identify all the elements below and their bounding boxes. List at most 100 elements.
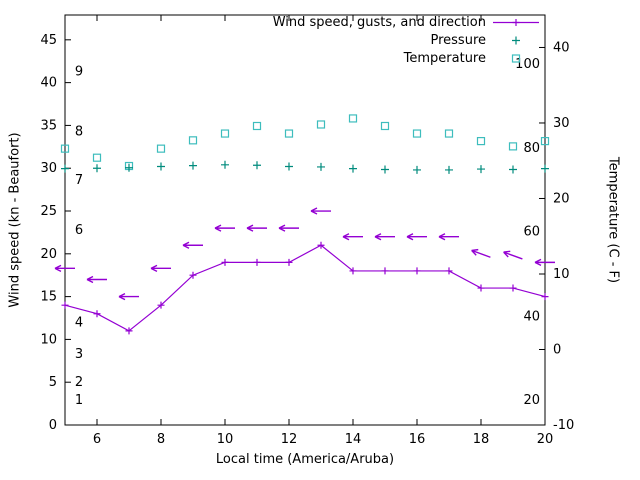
gust-direction-arrow xyxy=(54,264,75,272)
temperature-marker xyxy=(284,129,294,138)
temperature-marker xyxy=(156,144,166,153)
wind-point-marker xyxy=(285,258,293,266)
beaufort-scale-label: 6 xyxy=(75,223,83,238)
wind-point-marker xyxy=(189,271,197,279)
gust-direction-arrow xyxy=(278,224,299,232)
x-tick-label: 20 xyxy=(537,432,554,447)
gust-direction-arrow xyxy=(406,233,427,241)
fahrenheit-scale-label: 60 xyxy=(523,225,540,240)
pressure-marker xyxy=(285,162,293,171)
temperature-marker xyxy=(60,144,70,153)
temperature-marker xyxy=(476,136,486,146)
temperature-marker xyxy=(188,136,198,145)
legend-item-pressure: Pressure xyxy=(430,31,540,49)
fahrenheit-scale-label: 40 xyxy=(523,309,540,324)
y-right-tick-label: 30 xyxy=(553,116,570,131)
temperature-marker xyxy=(348,114,358,123)
fahrenheit-scale-label: 20 xyxy=(523,393,540,408)
wind-speed-line xyxy=(64,244,546,332)
gust-direction-arrow xyxy=(342,233,363,241)
temperature-marker xyxy=(220,129,230,138)
x-tick-label: 6 xyxy=(93,432,101,447)
wind-point-marker xyxy=(381,267,389,275)
beaufort-scale-label: 1 xyxy=(75,393,83,408)
gust-direction-arrow xyxy=(150,264,171,272)
gust-direction-arrow xyxy=(214,224,235,232)
x-axis-label: Local time (America/Aruba) xyxy=(215,452,395,467)
y-left-tick-label: 5 xyxy=(49,375,57,390)
y-right-tick-label: -10 xyxy=(553,418,574,433)
temperature-marker xyxy=(252,121,262,131)
gust-direction-arrow xyxy=(471,248,491,258)
pressure-marker xyxy=(93,164,101,173)
x-tick-label: 14 xyxy=(345,432,362,447)
pressure-marker-sample-icon xyxy=(492,33,540,48)
legend-label-pressure: Pressure xyxy=(430,32,486,48)
gust-direction-arrow xyxy=(118,292,139,301)
beaufort-scale-label: 9 xyxy=(75,64,83,79)
legend-label-temperature: Temperature xyxy=(403,50,486,66)
beaufort-scale-label: 2 xyxy=(75,375,83,390)
wind-point-marker xyxy=(413,267,421,275)
y-axis-label-left: Wind speed (kn - Beaufort) xyxy=(7,132,23,308)
y-right-tick-label: 40 xyxy=(553,40,570,55)
y-left-tick-label: 35 xyxy=(40,118,57,133)
x-tick-label: 12 xyxy=(281,432,298,447)
temperature-marker xyxy=(508,142,518,151)
gust-direction-arrow xyxy=(438,233,459,241)
y-left-tick-label: 40 xyxy=(40,76,57,91)
gust-direction-arrow xyxy=(310,207,331,215)
pressure-marker xyxy=(157,162,165,171)
wind-point-marker xyxy=(349,267,357,275)
temperature-marker xyxy=(92,153,102,162)
y-left-tick-label: 45 xyxy=(40,33,57,48)
beaufort-scale-label: 8 xyxy=(75,124,83,139)
temperature-marker xyxy=(412,129,422,138)
y-left-tick-label: 20 xyxy=(40,247,57,262)
x-tick-label: 10 xyxy=(217,432,234,447)
pressure-marker xyxy=(125,163,133,172)
wind-point-marker xyxy=(477,284,485,292)
wind-point-marker xyxy=(253,258,261,266)
wind-point-marker xyxy=(61,301,69,309)
y-right-tick-label: 20 xyxy=(553,191,570,206)
y-axis-label-right: Temperature (C - F) xyxy=(605,156,621,284)
pressure-marker xyxy=(413,165,421,174)
y-left-tick-label: 15 xyxy=(40,290,57,305)
pressure-marker xyxy=(381,165,389,174)
gust-direction-arrow xyxy=(503,250,523,260)
wind-point-marker xyxy=(317,241,325,249)
legend-item-temperature: Temperature xyxy=(404,49,540,67)
y-left-tick-label: 0 xyxy=(49,418,57,433)
y-left-tick-label: 25 xyxy=(40,204,57,219)
beaufort-scale-label: 3 xyxy=(75,347,83,362)
gust-direction-arrow xyxy=(374,233,395,241)
wind-point-marker xyxy=(445,267,453,275)
wind-point-marker xyxy=(93,310,101,318)
temperature-marker xyxy=(316,120,326,129)
legend-item-wind: Wind speed, gusts, and direction xyxy=(273,13,540,31)
pressure-marker xyxy=(61,164,69,173)
legend-label-wind: Wind speed, gusts, and direction xyxy=(272,14,486,30)
wind-point-marker xyxy=(541,293,549,301)
fahrenheit-scale-label: 100 xyxy=(515,57,540,72)
pressure-marker xyxy=(349,164,357,173)
temperature-marker xyxy=(540,136,550,146)
x-tick-label: 8 xyxy=(157,432,165,447)
gust-direction-arrow xyxy=(182,241,203,249)
wind-line-sample-icon xyxy=(492,15,540,30)
pressure-marker xyxy=(509,165,517,174)
gust-direction-arrow xyxy=(86,275,107,284)
x-tick-label: 18 xyxy=(473,432,490,447)
y-left-tick-label: 30 xyxy=(40,161,57,176)
temperature-marker xyxy=(444,129,454,138)
pressure-marker xyxy=(253,161,261,170)
pressure-marker xyxy=(317,162,325,171)
plot-border xyxy=(64,14,546,426)
temperature-marker xyxy=(380,121,390,131)
pressure-marker xyxy=(541,164,549,173)
wind-point-marker xyxy=(157,301,165,309)
wind-point-marker xyxy=(125,327,133,335)
